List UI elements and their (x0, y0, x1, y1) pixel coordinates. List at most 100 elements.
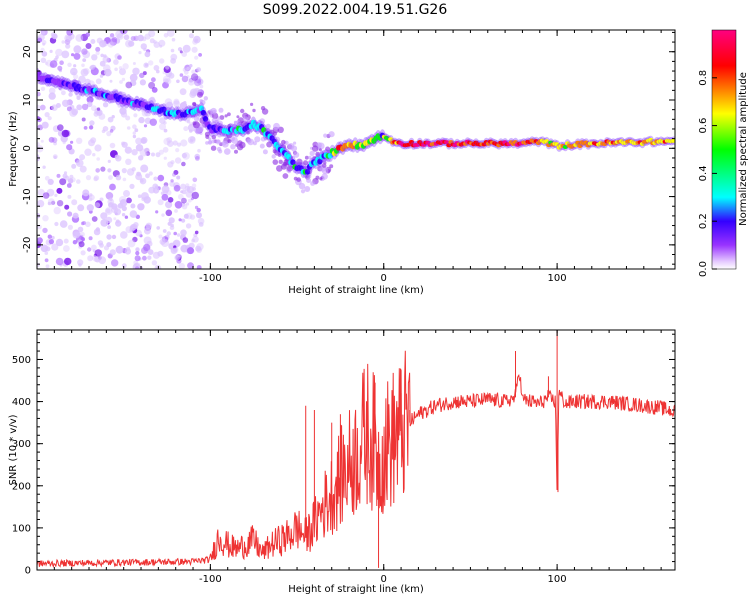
spectrogram-noise-blob (84, 78, 91, 85)
spectrogram-noise-blob (111, 259, 119, 267)
spectrogram-noise-blob (187, 198, 192, 203)
spectrogram-noise-blob (59, 178, 67, 186)
colorbar-label: Normalized spectral amplitude (738, 72, 749, 226)
spectrogram-scatter-blob (218, 149, 223, 154)
spectrogram-scatter-blob (236, 115, 240, 119)
y-tick-label: 0 (22, 145, 33, 151)
spectrogram-scatter-blob (246, 130, 250, 135)
spectrogram-noise-blob (37, 37, 43, 43)
spectrogram-noise-blob (126, 197, 132, 204)
spectrogram-noise-blob (159, 238, 166, 245)
spectrogram-noise-blob (47, 198, 55, 206)
spectrogram-noise-blob (120, 231, 128, 239)
spectrogram-noise-blob (192, 187, 196, 191)
spectrogram-noise-blob (165, 65, 170, 70)
spectrogram-noise-blob (195, 156, 200, 161)
spectrogram-noise-blob (181, 197, 187, 204)
spectrogram-noise-blob (170, 160, 175, 165)
spectrogram-noise-blob (49, 49, 53, 54)
spectrogram-noise-blob (163, 156, 167, 160)
spectrogram-noise-blob (76, 137, 83, 144)
spectrogram-scatter-blob (271, 154, 276, 159)
spectrogram-noise-blob (189, 63, 193, 68)
spectrogram-noise-blob (190, 136, 196, 142)
spectrogram-noise-blob (167, 140, 174, 147)
spectrogram-scatter-blob (266, 141, 273, 148)
spectrogram-scatter-blob (259, 118, 266, 125)
spectrogram-scatter-blob (328, 131, 335, 138)
spectrogram-noise-blob (194, 230, 199, 235)
spectrogram-noise-blob (144, 33, 151, 40)
spectrogram-noise-blob (132, 67, 140, 76)
spectrogram-scatter-blob (237, 140, 243, 146)
spectrogram-noise-blob (62, 173, 68, 179)
spectrogram-noise-blob (188, 33, 194, 39)
spectrogram-noise-blob (121, 141, 125, 146)
spectrogram-scatter-blob (211, 135, 216, 140)
spectrogram-noise-blob (86, 204, 94, 212)
spectrogram-noise-blob (98, 113, 106, 120)
x-tick-label: 100 (548, 273, 567, 284)
spectrogram-noise-blob (76, 179, 81, 184)
spectrogram-noise-blob (61, 40, 65, 44)
spectrogram-noise-blob (156, 226, 160, 230)
spectrogram-scatter-blob (306, 178, 312, 183)
spectrogram-noise-blob (94, 202, 101, 208)
spectrogram-scatter-blob (208, 140, 212, 144)
spectrogram-noise-blob (37, 188, 45, 197)
spectrogram-noise-blob (53, 141, 57, 146)
spectrogram-noise-blob (99, 60, 106, 67)
spectrogram-noise-blob (145, 222, 152, 229)
spectrogram-noise-blob (55, 48, 63, 57)
spectrogram-noise-blob (129, 183, 135, 189)
spectrogram-noise-blob (47, 201, 52, 206)
spectrogram-noise-blob (54, 193, 58, 197)
spectrogram-noise-blob (196, 207, 201, 213)
spectrogram-noise-blob (183, 69, 189, 75)
snr-x-ticks: -100 0 100 (36, 330, 662, 585)
spectrogram-noise-blob (151, 152, 155, 157)
spectrogram-noise-blob (184, 185, 191, 192)
spectrogram-noise-blob (81, 63, 85, 68)
spectrogram-scatter-blob (273, 122, 280, 130)
spectrogram-noise-blob (137, 203, 145, 211)
spectrogram-noise-blob (42, 227, 48, 234)
x-tick-label: 0 (381, 574, 387, 585)
y-tick-label: 100 (12, 523, 31, 534)
spectrogram-noise-blob (37, 142, 40, 147)
spectrogram-noise-blob (174, 157, 182, 164)
spectrogram-noise-blob (49, 60, 58, 68)
spectrogram-noise-blob (94, 249, 103, 257)
colorbar-tick-label: 0.0 (698, 261, 709, 277)
spectrogram-scatter-blob (304, 155, 309, 160)
spectrogram-noise-blob (103, 54, 107, 58)
spectrogram-noise-blob (181, 51, 187, 57)
spectrogram-noise-blob (75, 34, 84, 42)
spectrogram-scatter-blob (216, 120, 223, 127)
spectrogram-noise-blob (194, 79, 202, 87)
spectrogram-noise-blob (124, 248, 132, 255)
y-tick-label: 0 (25, 566, 31, 577)
spectrogram-noise-blob (85, 175, 92, 181)
spectrogram-noise-blob (188, 77, 194, 83)
spectrogram-noise-blob (73, 45, 82, 54)
spectrogram-noise-blob (114, 67, 118, 72)
spectrogram-noise-blob (132, 131, 136, 135)
spectrogram-noise-blob (186, 202, 190, 206)
spectrogram-scatter-blob (193, 116, 200, 122)
spectrogram-noise-blob (109, 33, 115, 38)
spectrogram-noise-blob (61, 129, 70, 138)
spectrogram-scatter-blob (237, 144, 244, 151)
spectrogram-noise-blob (95, 46, 101, 52)
spectrogram-noise-blob (139, 177, 147, 185)
spectrogram-noise-blob (79, 165, 87, 173)
spectrogram-noise-blob (89, 193, 93, 197)
spectrogram-ridge-cell (286, 154, 292, 160)
spectrogram-noise-blob (44, 258, 49, 263)
spectrogram-noise-blob (181, 152, 187, 159)
spectrogram-noise-blob (191, 46, 198, 53)
spectrogram-noise-blob (129, 210, 138, 218)
spectrogram-noise-blob (143, 62, 149, 68)
spectrogram-noise-blob (194, 55, 199, 60)
spectrogram-scatter-blob (298, 182, 306, 190)
